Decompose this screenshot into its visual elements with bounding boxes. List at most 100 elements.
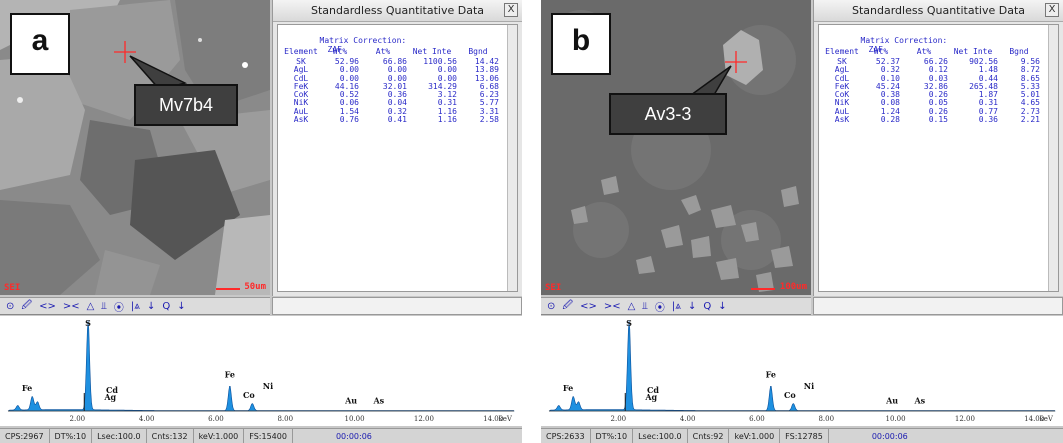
table-row: FeK 44.16 32.01 314.29 6.68 xyxy=(281,81,499,91)
scale-bar xyxy=(216,288,240,290)
kev-readout: keV:1.000 xyxy=(729,429,781,443)
value-cell: 314.29 xyxy=(428,81,457,91)
x-tick-label: 10.00 xyxy=(886,415,906,423)
compress-icon[interactable]: >< xyxy=(603,300,621,312)
value-cell: 1.87 xyxy=(978,90,998,100)
sem-image: b Av3-3 SEI 100um xyxy=(541,0,811,295)
peak-icon[interactable]: ⦿ xyxy=(113,302,124,314)
col-header: Element xyxy=(284,46,318,56)
element-cell: AuL xyxy=(293,106,309,116)
value-cell: 1100.56 xyxy=(423,57,457,66)
expand-icon[interactable]: <> xyxy=(580,300,597,312)
x-tick-label: 8.00 xyxy=(277,415,293,423)
scrollbar[interactable] xyxy=(507,25,517,291)
x-tick-label: 12.00 xyxy=(955,415,975,423)
x-tick-label: 2.00 xyxy=(70,415,86,423)
element-cell: CdL xyxy=(834,73,850,83)
element-cell: CoK xyxy=(834,90,850,100)
col-header: At% xyxy=(916,46,932,56)
value-cell: 3.12 xyxy=(437,90,457,100)
value-cell: 45.24 xyxy=(875,81,900,91)
toolbar-input[interactable] xyxy=(813,297,1063,315)
peak-icon[interactable]: ⦿ xyxy=(654,302,665,314)
col-header: Net Inte xyxy=(953,46,993,56)
zoom-icon[interactable]: Q xyxy=(703,300,712,312)
close-button[interactable]: X xyxy=(1045,3,1059,17)
down-arrow-icon[interactable]: ↓ xyxy=(687,300,697,312)
x-tick-label: 14.00 xyxy=(1024,415,1044,423)
triangle-icon[interactable]: △ xyxy=(86,300,95,312)
value-cell: 8.65 xyxy=(1020,73,1040,83)
target-icon[interactable]: ⊙ xyxy=(6,300,15,312)
baseline-icon[interactable]: ⫫ xyxy=(101,300,107,312)
value-cell: 0.00 xyxy=(387,65,407,75)
table-row: CoK 0.38 0.26 1.87 5.01 xyxy=(822,90,1040,100)
table-row: FeK 45.24 32.86 265.48 5.33 xyxy=(822,81,1040,91)
expand-icon[interactable]: <> xyxy=(39,300,56,312)
down-arrow-icon[interactable]: ↓ xyxy=(718,300,727,312)
value-cell: 32.01 xyxy=(382,81,407,91)
status-bar: CPS:2967 DT%:10 Lsec:100.0 Cnts:132 keV:… xyxy=(0,428,522,443)
scale-label: 100um xyxy=(779,282,807,292)
value-cell: 0.32 xyxy=(880,65,900,75)
elapsed-time: 00:00:06 xyxy=(871,431,908,441)
table-row: CoK 0.52 0.36 3.12 6.23 xyxy=(281,90,499,100)
peak-label: Fe xyxy=(225,370,235,380)
value-cell: 14.42 xyxy=(474,57,499,66)
marker-icon[interactable]: 🖉 xyxy=(562,299,574,311)
value-cell: 0.00 xyxy=(437,65,457,75)
element-cell: CoK xyxy=(293,90,309,100)
cps-readout: CPS:2967 xyxy=(0,429,50,443)
toolbar-input[interactable] xyxy=(272,297,522,315)
value-cell: 13.89 xyxy=(474,65,499,75)
elapsed-time: 00:00:06 xyxy=(335,431,372,441)
matrix-label: Matrix Correction: xyxy=(319,36,407,45)
table-row: AuL 1.24 0.26 0.77 2.73 xyxy=(822,106,1040,116)
histogram-icon[interactable]: |⩓ xyxy=(671,300,681,312)
x-tick-label: 10.00 xyxy=(345,415,365,423)
col-header: Bgnd xyxy=(1009,46,1029,56)
value-cell: 2.58 xyxy=(479,115,499,125)
peak-label: Au xyxy=(885,395,898,405)
value-cell: 3.31 xyxy=(479,106,499,116)
dt-readout: DT%:10 xyxy=(50,429,93,443)
value-cell: 0.36 xyxy=(978,115,998,125)
col-header: Element xyxy=(825,46,859,56)
quant-data-window: Standardless Quantitative Data X Matrix … xyxy=(813,0,1063,296)
value-cell: 0.77 xyxy=(978,106,998,116)
value-cell: 1.48 xyxy=(978,65,998,75)
value-cell: 2.73 xyxy=(1020,106,1040,116)
peak-label: Co xyxy=(784,390,796,400)
target-icon[interactable]: ⊙ xyxy=(547,300,556,312)
compress-icon[interactable]: >< xyxy=(62,300,80,312)
histogram-icon[interactable]: |⩓ xyxy=(130,300,140,312)
value-cell: 0.31 xyxy=(437,98,457,108)
value-cell: 5.01 xyxy=(1020,90,1040,100)
value-cell: 13.06 xyxy=(474,73,499,83)
triangle-icon[interactable]: △ xyxy=(627,300,636,312)
value-cell: 32.86 xyxy=(923,81,948,91)
scale-bar xyxy=(751,288,775,290)
down-arrow-icon[interactable]: ↓ xyxy=(177,300,186,312)
spectrum-toolbar: ⊙ 🖉 <> >< △ ⫫ ⦿ |⩓ ↓ Q ↓ xyxy=(541,297,811,315)
scrollbar[interactable] xyxy=(1048,25,1058,291)
value-cell: 0.41 xyxy=(387,115,407,125)
baseline-icon[interactable]: ⫫ xyxy=(642,300,648,312)
close-button[interactable]: X xyxy=(504,3,518,17)
value-cell: 5.33 xyxy=(1020,81,1040,91)
value-cell: 0.28 xyxy=(880,115,900,125)
value-cell: 1.16 xyxy=(437,106,457,116)
table-row: SK 52.37 66.26 902.56 9.56 xyxy=(822,57,1040,66)
zoom-icon[interactable]: Q xyxy=(162,300,171,312)
down-arrow-icon[interactable]: ↓ xyxy=(146,300,156,312)
value-cell: 66.86 xyxy=(382,57,407,66)
panel-b: b Av3-3 SEI 100um Standardless Quantitat… xyxy=(541,0,1063,443)
counts-readout: Cnts:92 xyxy=(688,429,730,443)
element-cell: SK xyxy=(837,57,847,66)
marker-icon[interactable]: 🖉 xyxy=(21,299,33,311)
sample-callout: Av3-3 xyxy=(609,93,727,135)
value-cell: 0.52 xyxy=(339,90,359,100)
matrix-label: Matrix Correction: xyxy=(860,36,948,45)
table-row: CdL 0.10 0.03 0.44 8.65 xyxy=(822,73,1040,83)
peak-label: Au xyxy=(344,395,357,405)
